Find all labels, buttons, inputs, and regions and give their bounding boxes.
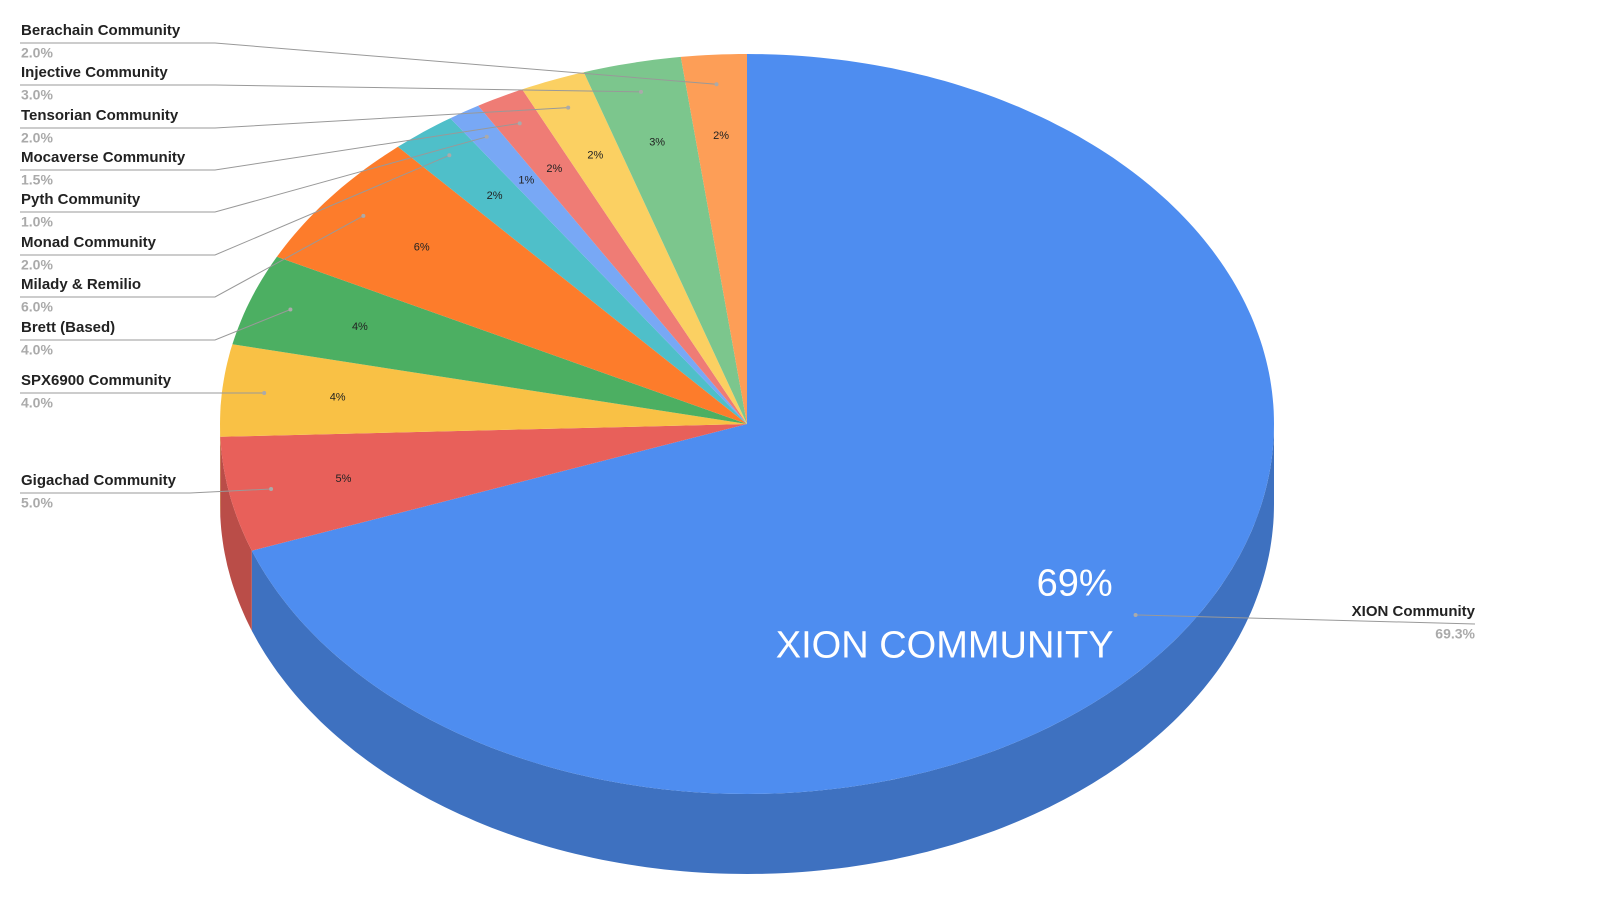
slice-label: 5% xyxy=(336,473,352,485)
slice-label: 1% xyxy=(518,174,534,186)
legend-name: Injective Community xyxy=(21,64,168,81)
legend-name: Brett (Based) xyxy=(21,319,115,336)
slice-label: 69% xyxy=(1037,563,1113,605)
leader-dot xyxy=(288,307,292,311)
legend-value: 6.0% xyxy=(21,299,53,315)
leader-dot xyxy=(1134,613,1138,617)
legend-value: 3.0% xyxy=(21,87,53,103)
leader-dot xyxy=(518,121,522,125)
slice-label: 4% xyxy=(352,321,368,333)
legend-name: Gigachad Community xyxy=(21,472,177,489)
legend-value: 5.0% xyxy=(21,495,53,511)
leader-dot xyxy=(485,135,489,139)
legend-value: 69.3% xyxy=(1435,626,1475,642)
slice-label: 3% xyxy=(649,136,665,148)
legend-name: Monad Community xyxy=(21,234,157,251)
annotation: XION COMMUNITY xyxy=(776,625,1114,667)
slice-label: 6% xyxy=(414,241,430,253)
legend-value: 4.0% xyxy=(21,395,53,411)
legend-name: Berachain Community xyxy=(21,22,181,39)
leader-dot xyxy=(262,391,266,395)
legend-name: XION Community xyxy=(1352,603,1476,620)
legend-name: Milady & Remilio xyxy=(21,276,141,293)
legend-value: 4.0% xyxy=(21,342,53,358)
slice-label: 2% xyxy=(546,163,562,175)
legend-name: Pyth Community xyxy=(21,191,141,208)
leader-dot xyxy=(361,214,365,218)
slice-label: 2% xyxy=(713,130,729,142)
leader-dot xyxy=(566,106,570,110)
leader-dot xyxy=(269,487,273,491)
legend-value: 2.0% xyxy=(21,257,53,273)
slice-label: 4% xyxy=(330,392,346,404)
leader-dot xyxy=(447,153,451,157)
legend-value: 2.0% xyxy=(21,130,53,146)
slice-label: 2% xyxy=(487,190,503,202)
slice-label: 2% xyxy=(587,150,603,162)
legend-value: 2.0% xyxy=(21,45,53,61)
legend-value: 1.0% xyxy=(21,214,53,230)
leader-dot xyxy=(714,82,718,86)
legend-value: 1.5% xyxy=(21,172,53,188)
legend-name: Mocaverse Community xyxy=(21,149,186,166)
leader-dot xyxy=(639,90,643,94)
legend-name: Tensorian Community xyxy=(21,107,179,124)
legend-name: SPX6900 Community xyxy=(21,372,172,389)
